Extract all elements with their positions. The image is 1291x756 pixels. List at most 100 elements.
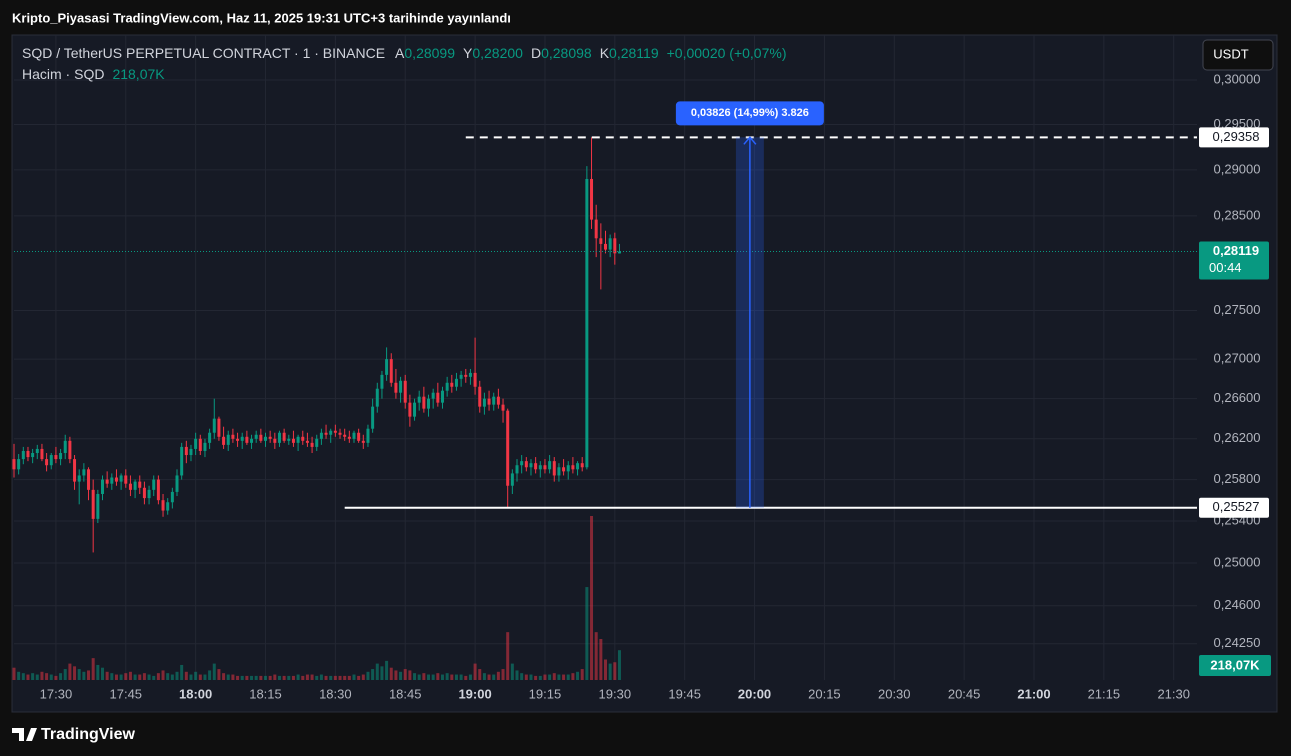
- volume-bar: [571, 673, 575, 680]
- y-tick-label: 0,26200: [1214, 430, 1261, 445]
- volume-bar: [54, 675, 58, 680]
- volume-bar: [12, 667, 16, 680]
- volume-bar: [26, 674, 30, 680]
- volume-bar: [343, 675, 347, 680]
- volume-bar: [110, 673, 114, 680]
- volume-bar: [277, 675, 281, 680]
- candle-body: [282, 432, 286, 441]
- candle-body: [68, 440, 72, 460]
- volume-bar: [604, 659, 607, 680]
- volume-bar: [133, 674, 137, 680]
- volume-bar: [380, 666, 384, 680]
- symbol-legend: SQD / TetherUS PERPETUAL CONTRACT · 1 · …: [22, 45, 786, 61]
- candle-body: [450, 382, 454, 387]
- volume-bar: [296, 674, 300, 680]
- x-tick-label: 17:30: [40, 686, 73, 701]
- symbol: SQD / TetherUS PERPETUAL CONTRACT · 1 · …: [22, 45, 385, 61]
- volume-bar: [17, 671, 21, 680]
- candle-body: [389, 359, 393, 383]
- candle-body: [585, 178, 589, 468]
- candle-body: [552, 461, 556, 476]
- y-tick-label: 0,27000: [1214, 351, 1261, 366]
- candle-body: [417, 396, 421, 403]
- volume-bar: [264, 675, 268, 680]
- volume-bar: [91, 658, 95, 680]
- y-tick-label: 0,29500: [1214, 116, 1261, 131]
- volume-bar: [543, 674, 547, 680]
- volume-bar: [114, 674, 118, 680]
- volume-bar: [203, 674, 207, 680]
- candle-body: [524, 461, 528, 468]
- candle-body: [464, 374, 468, 377]
- volume-bar: [594, 632, 598, 680]
- volume-bar: [347, 675, 351, 680]
- volume-bar: [245, 675, 249, 680]
- y-tick-label: 0,24250: [1214, 635, 1261, 650]
- candle-body: [557, 467, 561, 476]
- candle-body: [110, 477, 114, 484]
- volume-bar: [422, 673, 426, 680]
- volume-bar: [63, 669, 67, 680]
- y-tick-label: 0,26600: [1214, 390, 1261, 405]
- candle-body: [142, 487, 146, 499]
- volume-bar: [105, 671, 109, 680]
- candle-body: [366, 428, 370, 443]
- volume-bar: [231, 674, 235, 680]
- volume-bar: [436, 673, 440, 680]
- candle-body: [208, 432, 212, 443]
- volume-bar: [156, 673, 160, 680]
- candle-body: [436, 392, 440, 403]
- candle-body: [114, 477, 118, 482]
- candle-body: [26, 450, 30, 458]
- candle-body: [259, 434, 263, 441]
- volume-bar: [217, 669, 221, 680]
- candle-body: [548, 461, 552, 470]
- level-box: [1199, 497, 1269, 518]
- volume-bar: [142, 673, 146, 680]
- volume-bar: [617, 650, 621, 680]
- candle-body: [562, 467, 566, 472]
- volume-bar: [152, 675, 156, 680]
- candle-body: [217, 418, 221, 437]
- candle-body: [40, 448, 44, 460]
- volume-bar: [608, 663, 612, 680]
- measure-arrowhead: [743, 136, 757, 145]
- candle-body: [380, 374, 384, 389]
- y-tick-label: 0,27500: [1214, 302, 1261, 317]
- volume-bar: [21, 673, 25, 680]
- volume-bar: [45, 673, 49, 680]
- candle-body: [35, 448, 39, 453]
- candle-body: [287, 438, 291, 441]
- candle-body: [357, 432, 361, 441]
- ohlc-key: Y: [463, 45, 473, 61]
- candle-body: [240, 436, 244, 441]
- candle-body: [124, 475, 128, 484]
- level-box: [1199, 127, 1269, 148]
- candle-body: [166, 502, 170, 511]
- candle-body: [343, 434, 347, 437]
- volume-bar: [613, 662, 617, 680]
- volume-legend: Hacim · SQD 218,07K: [22, 66, 165, 82]
- volume-bar: [180, 664, 184, 680]
- volume-bar: [119, 674, 123, 680]
- x-tick-label: 17:45: [110, 686, 143, 701]
- candle-body: [529, 463, 533, 468]
- candle-body: [482, 398, 486, 407]
- candle-body: [310, 442, 314, 447]
- candle-body: [590, 178, 594, 220]
- y-tick-label: 0,28500: [1214, 207, 1261, 222]
- currency-button[interactable]: [1202, 39, 1274, 71]
- change: +0,00020 (+0,07%): [667, 45, 787, 61]
- candle-body: [17, 459, 21, 470]
- candle-body: [501, 404, 505, 411]
- candle-body: [566, 465, 570, 472]
- candle-body: [427, 398, 431, 409]
- candle-body: [184, 446, 188, 456]
- volume-bar: [184, 671, 188, 680]
- volume-bar: [506, 632, 510, 680]
- candle-body: [347, 436, 351, 439]
- brand-logo: [12, 728, 37, 741]
- x-tick-label: 20:45: [948, 686, 981, 701]
- volume-bar: [352, 674, 356, 680]
- candle-body: [478, 386, 482, 407]
